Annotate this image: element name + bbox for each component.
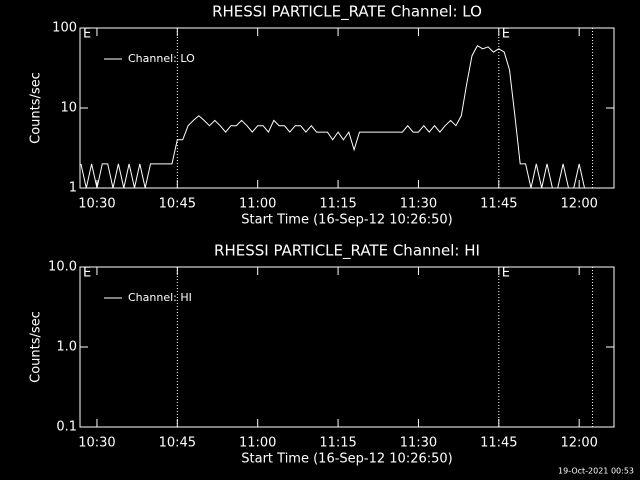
annotation: E (83, 27, 91, 42)
x-tick-label: 11:30 (400, 197, 437, 212)
y-tick-label: 0.1 (56, 420, 77, 435)
x-tick-label: 11:30 (400, 436, 437, 451)
y-tick-label: 10 (60, 101, 77, 116)
footer: 19-Oct-2021 00:53 (558, 467, 634, 476)
x-tick-label: 11:15 (319, 197, 356, 212)
x-tick-label: 11:15 (319, 436, 356, 451)
y-tick-label: 1.0 (56, 340, 77, 355)
x-tick-label: 10:30 (78, 436, 115, 451)
y-axis-label: Counts/sec (29, 72, 44, 144)
x-axis-label: Start Time (16-Sep-12 10:26:50) (241, 213, 452, 228)
annotation: E (502, 27, 510, 42)
x-tick-label: 12:00 (560, 436, 597, 451)
x-tick-label: 11:45 (480, 436, 517, 451)
x-axis-label: Start Time (16-Sep-12 10:26:50) (241, 452, 452, 467)
chart-title: RHESSI PARTICLE_RATE Channel: LO (212, 3, 482, 22)
y-tick-label: 10.0 (48, 260, 77, 275)
x-tick-label: 11:45 (480, 197, 517, 212)
y-tick-label: 100 (52, 21, 77, 36)
x-tick-label: 11:00 (239, 197, 276, 212)
x-tick-label: 10:45 (159, 197, 196, 212)
x-tick-label: 10:30 (78, 197, 115, 212)
chart-title: RHESSI PARTICLE_RATE Channel: HI (214, 242, 480, 261)
x-tick-label: 12:00 (560, 197, 597, 212)
x-tick-label: 11:00 (239, 436, 276, 451)
legend-label: Channel: HI (128, 291, 192, 304)
x-tick-label: 10:45 (159, 436, 196, 451)
y-tick-label: 1 (69, 181, 77, 196)
y-axis-label: Counts/sec (29, 311, 44, 383)
legend-label: Channel: LO (128, 52, 195, 65)
data-line (80, 45, 590, 189)
annotation: E (502, 266, 510, 281)
annotation: E (83, 266, 91, 281)
